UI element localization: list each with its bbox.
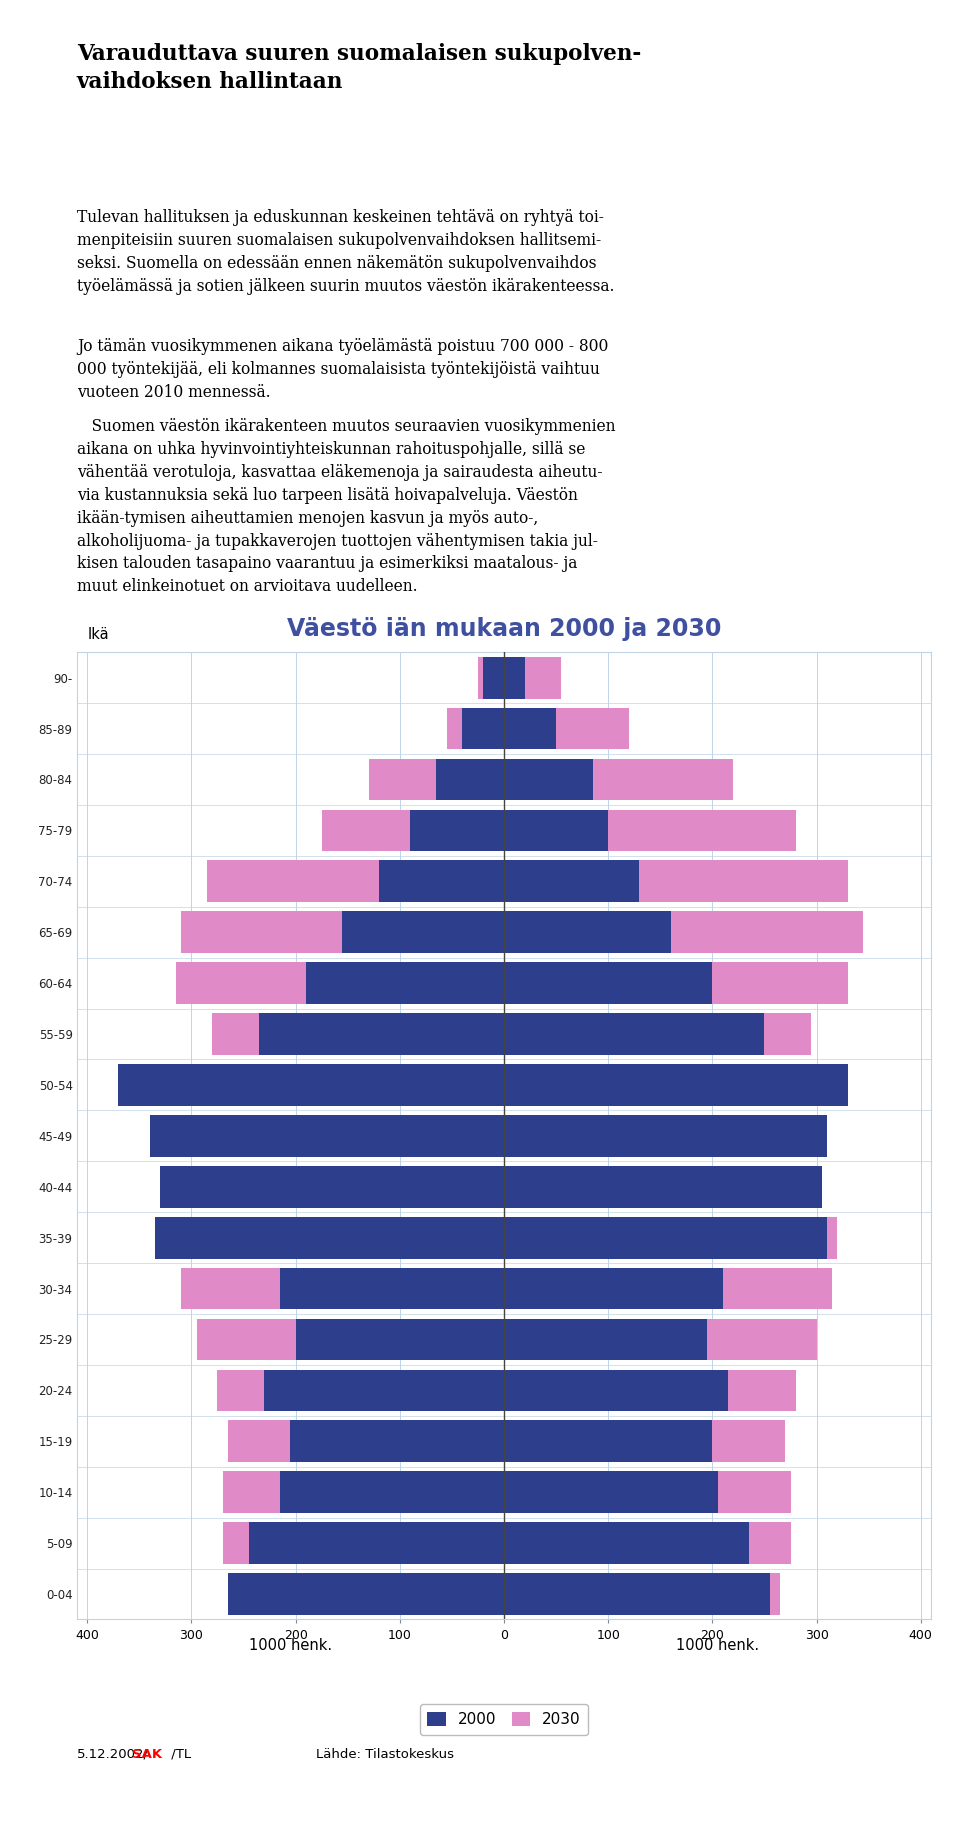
Bar bbox=[197, 1319, 504, 1361]
Bar bbox=[483, 658, 504, 698]
Bar bbox=[504, 707, 629, 749]
Bar bbox=[504, 1268, 832, 1310]
Bar bbox=[504, 962, 848, 1004]
Text: Ikä: Ikä bbox=[87, 627, 108, 641]
Bar bbox=[504, 1013, 811, 1055]
Bar bbox=[504, 810, 796, 852]
Bar bbox=[504, 1013, 764, 1055]
Text: Jo tämän vuosikymmenen aikana työelämästä poistuu 700 000 - 800
000 työntekijää,: Jo tämän vuosikymmenen aikana työelämäst… bbox=[77, 339, 609, 401]
Bar bbox=[296, 1319, 504, 1361]
Bar bbox=[504, 962, 712, 1004]
Bar bbox=[504, 1471, 790, 1513]
Bar bbox=[212, 1013, 504, 1055]
Bar bbox=[186, 1064, 504, 1107]
Bar bbox=[504, 707, 556, 749]
Bar bbox=[118, 1064, 504, 1107]
Bar bbox=[155, 1216, 504, 1259]
Text: Tulevan hallituksen ja eduskunnan keskeinen tehtävä on ryhtyä toi-
menpiteisiin : Tulevan hallituksen ja eduskunnan keskei… bbox=[77, 209, 614, 295]
Bar bbox=[504, 861, 848, 901]
Bar bbox=[264, 1370, 504, 1411]
Bar bbox=[478, 658, 504, 698]
Bar bbox=[504, 1165, 822, 1207]
Bar bbox=[181, 911, 504, 953]
Bar bbox=[504, 1370, 728, 1411]
Text: 1000 henk.: 1000 henk. bbox=[676, 1638, 759, 1652]
Bar bbox=[181, 1268, 504, 1310]
Bar bbox=[504, 861, 639, 901]
Bar bbox=[343, 911, 504, 953]
Bar bbox=[259, 1013, 504, 1055]
Text: 5.12.2002/: 5.12.2002/ bbox=[77, 1748, 149, 1761]
Bar bbox=[504, 1420, 785, 1462]
Bar bbox=[504, 1216, 827, 1259]
Bar bbox=[504, 1370, 796, 1411]
Bar bbox=[504, 1574, 780, 1614]
Bar bbox=[504, 911, 863, 953]
Text: /TL: /TL bbox=[166, 1748, 191, 1761]
Bar bbox=[446, 707, 504, 749]
Title: Väestö iän mukaan 2000 ja 2030: Väestö iän mukaan 2000 ja 2030 bbox=[287, 617, 721, 641]
Text: Lähde: Tilastokeskus: Lähde: Tilastokeskus bbox=[316, 1748, 454, 1761]
Bar bbox=[228, 1574, 504, 1614]
Bar bbox=[280, 1268, 504, 1310]
Bar bbox=[181, 1216, 504, 1259]
Bar bbox=[504, 911, 671, 953]
Bar bbox=[228, 1574, 504, 1614]
Bar bbox=[504, 1420, 712, 1462]
Bar bbox=[228, 1420, 504, 1462]
Bar bbox=[212, 1116, 504, 1156]
Bar bbox=[160, 1165, 504, 1207]
Bar bbox=[223, 1522, 504, 1565]
Bar bbox=[504, 758, 733, 801]
Text: 1000 henk.: 1000 henk. bbox=[249, 1638, 332, 1652]
Bar bbox=[290, 1420, 504, 1462]
Bar bbox=[504, 1064, 843, 1107]
Bar bbox=[504, 658, 525, 698]
Bar bbox=[369, 758, 504, 801]
Bar bbox=[504, 810, 609, 852]
Bar bbox=[504, 1116, 827, 1156]
Bar bbox=[322, 810, 504, 852]
Legend: 2000, 2030: 2000, 2030 bbox=[420, 1704, 588, 1735]
Text: Suomen väestön ikärakenteen muutos seuraavien vuosikymmenien
aikana on uhka hyvi: Suomen väestön ikärakenteen muutos seura… bbox=[77, 418, 615, 595]
Bar bbox=[504, 1319, 708, 1361]
Bar bbox=[150, 1116, 504, 1156]
Text: SAK: SAK bbox=[132, 1748, 162, 1761]
Bar bbox=[176, 962, 504, 1004]
Bar bbox=[504, 1522, 790, 1565]
Bar bbox=[504, 1471, 718, 1513]
Bar bbox=[504, 1574, 770, 1614]
Bar bbox=[306, 962, 504, 1004]
Bar bbox=[218, 1165, 504, 1207]
Bar bbox=[207, 861, 504, 901]
Bar bbox=[463, 707, 504, 749]
Bar bbox=[249, 1522, 504, 1565]
Bar bbox=[379, 861, 504, 901]
Bar bbox=[504, 1522, 749, 1565]
Bar bbox=[504, 758, 592, 801]
Bar bbox=[504, 1268, 723, 1310]
Bar bbox=[410, 810, 504, 852]
Bar bbox=[504, 1064, 848, 1107]
Text: Varauduttava suuren suomalaisen sukupolven-
vaihdoksen hallintaan: Varauduttava suuren suomalaisen sukupolv… bbox=[77, 42, 641, 93]
Bar bbox=[504, 1116, 811, 1156]
Bar bbox=[504, 1165, 801, 1207]
Bar bbox=[504, 1319, 817, 1361]
Bar bbox=[504, 658, 562, 698]
Bar bbox=[504, 1216, 837, 1259]
Bar bbox=[223, 1471, 504, 1513]
Bar bbox=[218, 1370, 504, 1411]
Bar bbox=[436, 758, 504, 801]
Bar bbox=[280, 1471, 504, 1513]
